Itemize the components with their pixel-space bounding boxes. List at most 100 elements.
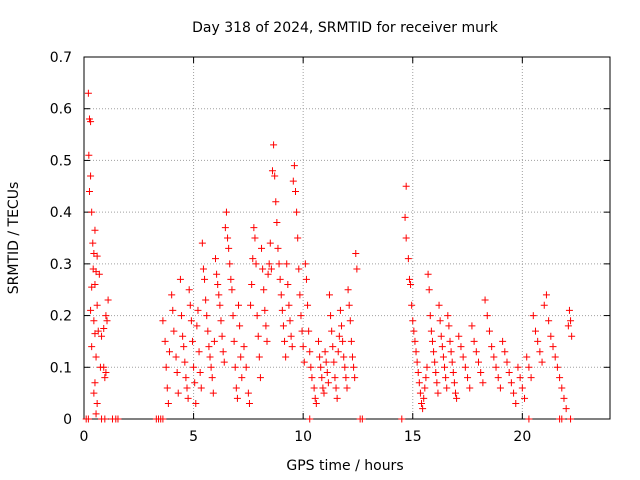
data-point	[507, 379, 515, 387]
data-point	[450, 379, 458, 387]
data-point	[279, 322, 287, 330]
data-point	[534, 337, 542, 345]
data-point	[258, 244, 266, 252]
data-point	[275, 260, 283, 268]
data-point	[91, 379, 99, 387]
data-point	[424, 270, 432, 278]
data-point	[159, 415, 167, 423]
data-point	[237, 353, 245, 361]
data-point	[226, 260, 234, 268]
data-point	[289, 177, 297, 185]
data-point	[169, 306, 177, 314]
data-point	[339, 337, 347, 345]
y-tick-label: 0.6	[50, 102, 72, 118]
data-point	[455, 332, 463, 340]
data-point	[202, 296, 210, 304]
data-point	[553, 363, 561, 371]
data-point	[514, 363, 522, 371]
data-point	[564, 322, 572, 330]
data-point	[248, 281, 256, 289]
data-point	[185, 286, 193, 294]
grid-lines	[84, 57, 610, 419]
data-point	[404, 255, 412, 263]
y-axis-label: SRMTID / TECUs	[6, 182, 22, 295]
data-point	[198, 239, 206, 247]
data-point	[247, 301, 255, 309]
data-point	[320, 389, 328, 397]
data-point	[87, 118, 95, 126]
data-point	[453, 394, 461, 402]
data-point	[445, 322, 453, 330]
data-point	[100, 363, 108, 371]
data-point	[307, 363, 315, 371]
data-point	[325, 291, 333, 299]
data-point	[297, 312, 305, 320]
data-point	[90, 317, 98, 325]
data-point	[305, 327, 313, 335]
data-point	[342, 374, 350, 382]
data-point	[416, 389, 424, 397]
data-point	[263, 337, 271, 345]
data-point	[457, 343, 465, 351]
data-point	[423, 363, 431, 371]
data-point	[443, 384, 451, 392]
y-tick-label: 0.1	[50, 360, 72, 376]
data-point	[425, 286, 433, 294]
data-point	[442, 374, 450, 382]
data-point	[312, 399, 320, 407]
data-point	[523, 353, 531, 361]
data-point	[492, 363, 500, 371]
data-point	[188, 337, 196, 345]
data-point	[499, 337, 507, 345]
data-point	[419, 405, 427, 413]
data-point	[347, 337, 355, 345]
data-point	[215, 291, 223, 299]
y-tick-label: 0.5	[50, 153, 72, 169]
data-point	[451, 389, 459, 397]
data-point	[558, 384, 566, 392]
data-point	[296, 291, 304, 299]
data-point	[250, 224, 258, 232]
data-point	[538, 358, 546, 366]
data-point	[85, 187, 93, 195]
data-point	[438, 343, 446, 351]
data-point	[317, 363, 325, 371]
x-tick-label: 15	[404, 429, 422, 445]
data-point	[567, 415, 575, 423]
data-point	[545, 317, 553, 325]
data-point	[448, 358, 456, 366]
data-point	[299, 343, 307, 351]
data-point	[434, 389, 442, 397]
data-point	[290, 162, 298, 170]
data-point	[242, 363, 250, 371]
data-point	[264, 270, 272, 278]
data-point	[238, 374, 246, 382]
data-point	[181, 358, 189, 366]
data-point	[516, 374, 524, 382]
data-point	[259, 265, 267, 273]
data-point	[225, 244, 233, 252]
data-point	[329, 343, 337, 351]
data-point	[90, 389, 98, 397]
data-point	[298, 327, 306, 335]
data-point	[285, 301, 293, 309]
data-point	[446, 337, 454, 345]
data-point	[104, 296, 112, 304]
data-point	[430, 348, 438, 356]
data-point	[335, 332, 343, 340]
data-point	[85, 151, 93, 159]
data-point	[461, 363, 469, 371]
data-point	[418, 399, 426, 407]
data-point	[302, 275, 310, 283]
data-point	[192, 399, 200, 407]
y-tick-labels: 0 0.1 0.2 0.3 0.4 0.5 0.6 0.7	[50, 50, 72, 428]
data-point	[346, 317, 354, 325]
data-point	[300, 358, 308, 366]
data-point	[422, 374, 430, 382]
data-point	[501, 348, 509, 356]
data-point	[174, 389, 182, 397]
x-tick-label: 20	[513, 429, 531, 445]
data-point	[477, 368, 485, 376]
y-tick-label: 0.3	[50, 257, 72, 273]
data-point	[92, 353, 100, 361]
